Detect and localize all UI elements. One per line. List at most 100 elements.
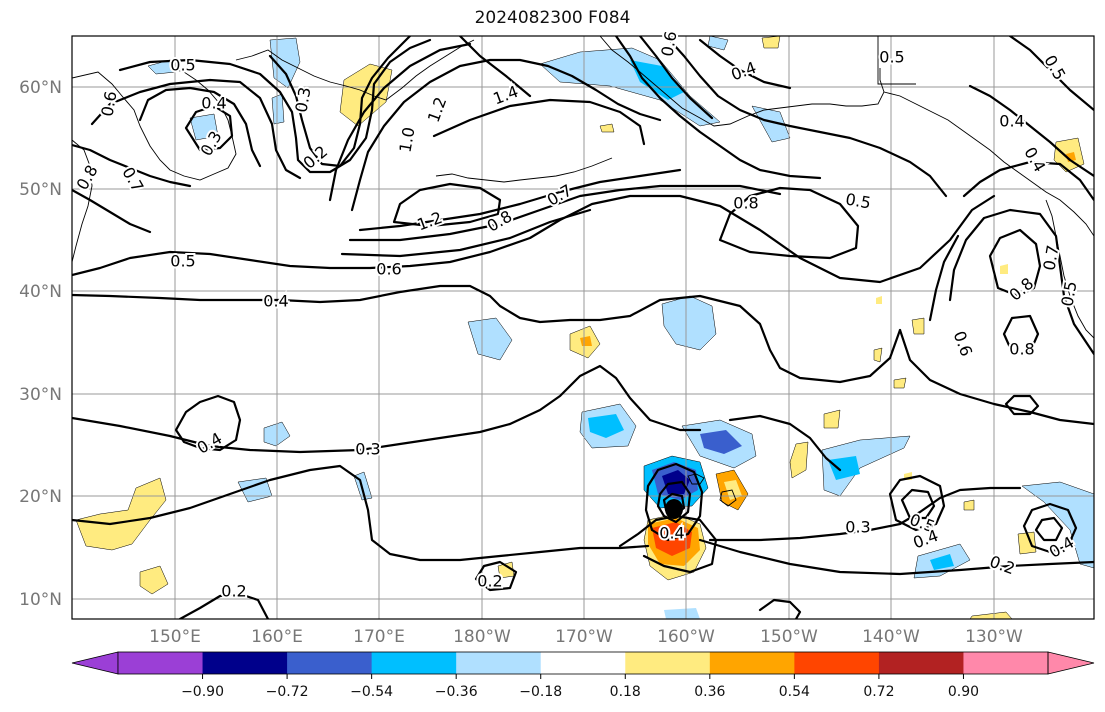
contour-line [268,36,412,168]
shade-patch [630,60,684,100]
contour-line [1022,502,1078,554]
shade-patch [823,409,841,429]
contour-line [138,86,262,168]
colorbar-bin [287,652,373,674]
colorbar-bin [118,652,204,674]
coastline-hawaii-big [719,489,737,507]
shade-patch [139,565,169,595]
colorbar-tick-label: 0.54 [779,684,810,700]
colorbar-tick-label: 0.72 [863,684,894,700]
contour-line [350,58,662,212]
lon-label: 130°W [965,627,1023,647]
contour-line [458,36,532,98]
cyclone-center [665,499,683,519]
contour-line [72,464,650,562]
coastline-japan [72,139,93,263]
contour-label: 0.4 [999,112,1024,131]
colorbar-over-arrow [1047,651,1095,675]
contour-line [900,488,936,520]
contour-line [698,538,1094,576]
shade-patch [724,480,742,500]
colorbar-tick-label: 0.36 [694,684,725,700]
coastline-siberia [235,39,475,101]
colorbar [71,651,1095,675]
contour-line [638,36,714,120]
contour-line [174,394,242,452]
contour-line [708,486,1022,542]
lat-label: 20°N [19,487,62,507]
shade-patch [1000,264,1008,274]
shade-patch [963,499,975,511]
contour-line [1004,394,1040,416]
contour-line [988,228,1042,298]
lat-axis: 60°N 50°N 40°N 30°N 20°N 10°N [19,78,62,610]
colorbar-tick-label: −0.18 [519,684,562,700]
colorbar-tick-label: −0.90 [181,684,224,700]
shade-patch [700,430,742,454]
shade-patch [271,93,285,125]
contour-label: 0.5 [170,252,195,271]
contour-line [618,514,718,574]
contour-line [718,186,860,260]
contour-label: 0.5 [170,56,195,75]
shade-patch [761,36,781,49]
contour-line [664,36,948,198]
lon-label: 140°W [862,627,920,647]
contour-line [72,194,996,284]
lat-label: 30°N [19,385,62,405]
colorbar-bin [540,652,626,674]
contour-line [348,184,782,242]
lat-label: 10°N [19,590,62,610]
coastline-bc [1045,199,1094,339]
contours [72,36,1094,619]
lon-label: 150°E [149,627,201,647]
shade-patch [969,611,1013,619]
shade-patch [828,456,860,480]
contour-line [72,143,192,188]
contour-label: 0.2 [221,582,246,601]
coastlines [72,36,1094,507]
plot-frame [71,35,1095,620]
shade-patch [873,347,883,363]
shade-patch [664,608,700,619]
colorbar-ticks: −0.90 −0.72 −0.54 −0.36 −0.18 0.18 0.36 0.54 0.7… [181,674,979,700]
contour-line [118,38,432,174]
lon-label: 180°W [453,627,511,647]
contour-line [928,234,960,322]
colorbar-tick-label: 0.90 [948,684,979,700]
colorbar-frame [117,651,1049,675]
contour-line [178,592,270,619]
lat-label: 50°N [19,180,62,200]
contour-label: 0.2 [477,572,502,591]
contour-line [1002,314,1040,354]
shade-patch [893,377,907,389]
shade-patch [751,105,791,143]
contour-line [948,208,1094,356]
contour-line [962,160,1094,202]
graticule [72,36,1094,619]
shade-patch [930,554,954,570]
colorbar-bin [963,652,1049,674]
contour-line [72,188,152,234]
colorbar-tick-label: 0.18 [610,684,641,700]
contour-line [474,560,518,592]
colorbar-tick-label: −0.54 [350,684,393,700]
contour-label: 0.3 [845,518,870,537]
contour-label: 0.4 [201,94,226,113]
colorbar-bin [878,652,964,674]
shade-patch [588,414,624,438]
contour-label: 0.3 [355,440,380,459]
contour-line [392,182,502,228]
shade-patch [1021,481,1094,569]
contour-label: 0.5 [879,48,904,67]
colorbar-tick-label: −0.36 [435,684,478,700]
colorbar-bin [794,652,880,674]
lon-label: 170°W [555,627,613,647]
lon-label: 160°W [657,627,715,647]
contour-label: 0.4 [659,524,684,543]
colorbar-tick-label: −0.72 [266,684,309,700]
contour-line [898,328,1094,426]
shade-patch [580,336,592,346]
shade-patch [1017,531,1037,555]
